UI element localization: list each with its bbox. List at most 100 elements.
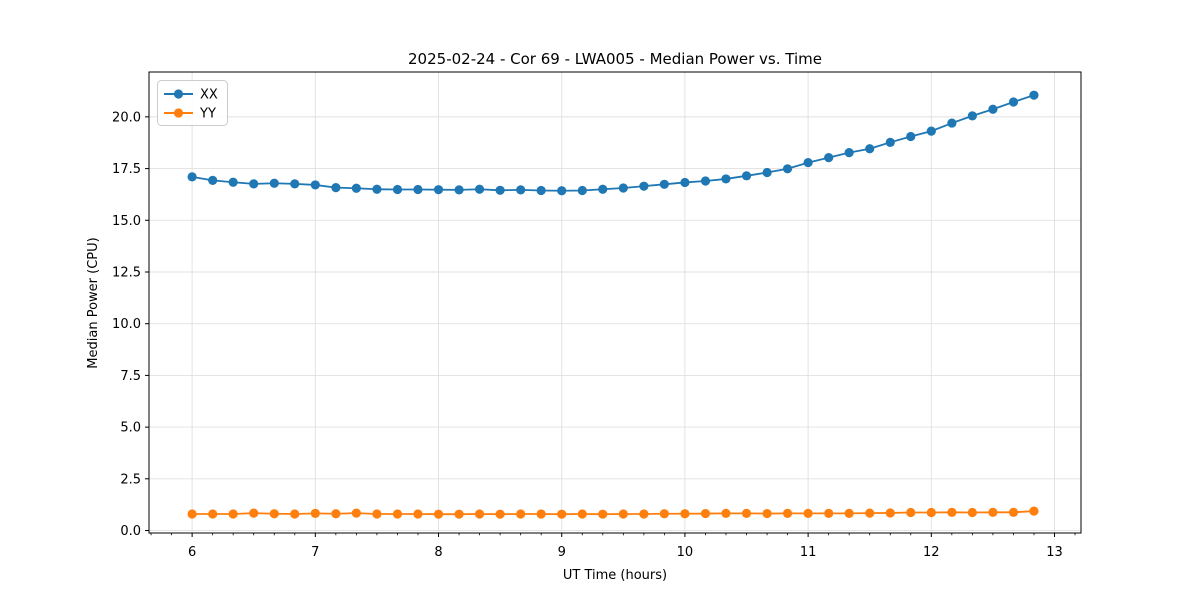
data-point bbox=[557, 186, 567, 196]
data-point bbox=[413, 184, 423, 195]
x-tick-label: 12 bbox=[923, 545, 940, 560]
data-point bbox=[885, 508, 895, 518]
legend-label-yy: YY bbox=[199, 107, 216, 122]
data-point bbox=[762, 167, 772, 178]
data-point bbox=[495, 185, 505, 195]
x-tick-label: 10 bbox=[677, 545, 694, 560]
data-point bbox=[331, 183, 341, 193]
data-point bbox=[659, 509, 669, 519]
data-point bbox=[721, 508, 731, 518]
plot-border bbox=[148, 71, 1082, 534]
grid-layer bbox=[149, 72, 1081, 533]
data-point bbox=[598, 509, 608, 519]
y-tick-label: 10.0 bbox=[112, 317, 141, 332]
x-tick-label: 9 bbox=[558, 545, 566, 560]
chart-title: 2025-02-24 - Cor 69 - LWA005 - Median Po… bbox=[408, 50, 822, 68]
data-point bbox=[906, 507, 916, 518]
data-point bbox=[474, 509, 485, 519]
data-point bbox=[290, 179, 300, 189]
data-point bbox=[249, 179, 259, 189]
data-point bbox=[269, 178, 279, 188]
data-point bbox=[618, 183, 628, 193]
data-point bbox=[187, 172, 197, 182]
data-point bbox=[803, 157, 813, 168]
data-point bbox=[967, 507, 977, 518]
data-point bbox=[844, 508, 854, 518]
data-point bbox=[741, 171, 752, 181]
data-point bbox=[906, 131, 916, 142]
data-point bbox=[454, 509, 464, 519]
data-point bbox=[577, 185, 587, 196]
data-point bbox=[351, 508, 361, 518]
x-tick-label: 7 bbox=[311, 545, 319, 560]
data-point bbox=[598, 184, 608, 194]
data-point bbox=[782, 164, 793, 174]
data-point bbox=[782, 508, 793, 518]
data-point bbox=[988, 507, 998, 517]
y-tick-label: 17.5 bbox=[112, 162, 141, 177]
data-point bbox=[392, 184, 403, 195]
data-point bbox=[536, 185, 546, 196]
data-point bbox=[1029, 506, 1039, 516]
y-tick-label: 12.5 bbox=[112, 265, 141, 280]
data-point bbox=[310, 508, 320, 518]
data-point bbox=[516, 185, 526, 195]
data-point bbox=[680, 509, 690, 519]
data-point bbox=[269, 509, 279, 519]
data-point bbox=[454, 185, 464, 195]
data-point bbox=[659, 179, 669, 189]
y-tick-label: 15.0 bbox=[112, 214, 141, 229]
data-point bbox=[967, 111, 977, 121]
data-point bbox=[433, 509, 444, 519]
data-point bbox=[372, 509, 382, 519]
tick-layer: 6 7 8 9 10 11 12 13 0.0 2.5 5.0 7.5 10.0 12.5 15.0 17.5… bbox=[112, 110, 1076, 560]
y-tick-label: 2.5 bbox=[120, 472, 141, 487]
x-tick-label: 11 bbox=[800, 545, 817, 560]
data-point bbox=[865, 508, 875, 518]
data-point bbox=[228, 177, 238, 187]
axes-spines bbox=[148, 71, 1082, 534]
x-tick-label: 13 bbox=[1046, 545, 1063, 560]
data-point bbox=[926, 507, 936, 518]
data-point bbox=[187, 509, 197, 519]
data-point bbox=[639, 509, 649, 519]
data-point bbox=[639, 181, 649, 191]
data-point bbox=[721, 174, 731, 184]
data-point bbox=[844, 148, 854, 158]
x-tick-label: 6 bbox=[188, 545, 196, 560]
series-line bbox=[191, 94, 1035, 192]
data-point bbox=[700, 508, 711, 519]
y-tick-label: 5.0 bbox=[120, 421, 141, 436]
legend: XX YY bbox=[157, 80, 228, 126]
legend-marker-yy bbox=[173, 108, 184, 118]
y-tick-label: 0.0 bbox=[120, 524, 141, 539]
data-point bbox=[824, 153, 834, 163]
data-point bbox=[618, 509, 628, 519]
x-tick-label: 8 bbox=[434, 545, 442, 560]
data-point bbox=[700, 176, 711, 186]
legend-marker-xx bbox=[173, 89, 184, 99]
data-point bbox=[495, 509, 505, 519]
data-point bbox=[208, 509, 218, 519]
data-point bbox=[988, 104, 998, 114]
data-point bbox=[741, 508, 752, 518]
data-point bbox=[331, 509, 341, 519]
y-axis-label: Median Power (CPU) bbox=[86, 237, 101, 368]
legend-label-xx: XX bbox=[200, 88, 218, 103]
data-point bbox=[351, 183, 361, 193]
y-tick-label: 7.5 bbox=[120, 369, 141, 384]
data-point bbox=[926, 126, 936, 136]
data-point bbox=[1008, 97, 1019, 107]
data-point bbox=[1029, 90, 1039, 100]
data-point bbox=[865, 144, 875, 154]
data-point bbox=[249, 508, 259, 518]
data-point bbox=[1008, 507, 1019, 517]
data-point bbox=[208, 175, 218, 185]
data-point bbox=[762, 508, 772, 519]
y-tick-label: 20.0 bbox=[112, 110, 141, 125]
data-point bbox=[290, 509, 300, 519]
data-point bbox=[372, 184, 382, 194]
data-point bbox=[433, 185, 444, 195]
